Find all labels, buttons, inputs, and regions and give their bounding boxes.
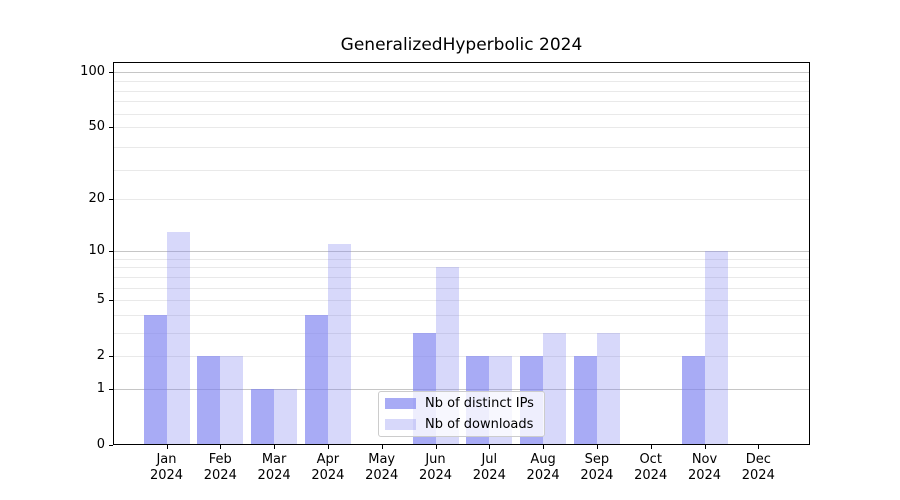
ytick-label-0: 0 — [96, 437, 105, 452]
ytick-mark-10 — [109, 251, 113, 253]
ytick-label-20: 20 — [88, 190, 105, 206]
ytick-label-2: 2 — [96, 348, 105, 364]
bar-nov-ips — [681, 356, 705, 445]
bars-layer — [113, 62, 810, 445]
bar-feb-downloads — [220, 356, 244, 445]
xtick-mark-may — [381, 445, 383, 449]
bar-mar-downloads — [274, 388, 298, 445]
legend-item-downloads: Nb of downloads — [385, 415, 544, 434]
xtick-mark-jul — [489, 445, 491, 449]
chart-title: GeneralizedHyperbolic 2024 — [340, 35, 583, 55]
ytick-label-100: 100 — [80, 63, 105, 79]
xtick-label-aug: Aug 2024 — [526, 452, 560, 483]
bar-feb-ips — [197, 356, 221, 445]
gridline-minor-7 — [113, 276, 810, 278]
ytick-label-1: 1 — [96, 380, 105, 396]
legend-swatch-distinct-ips — [385, 398, 416, 409]
xtick-mark-mar — [274, 445, 276, 449]
gridline-minor-59 — [113, 113, 810, 115]
xtick-mark-jun — [435, 445, 437, 449]
bar-mar-ips — [251, 388, 275, 445]
bar-apr-downloads — [327, 244, 351, 445]
ytick-mark-1 — [109, 388, 113, 390]
plot-area — [113, 62, 810, 445]
gridline-minor-39 — [113, 146, 810, 148]
gridline-minor-89 — [113, 81, 810, 83]
gridline-minor-29 — [113, 170, 810, 171]
xtick-mark-feb — [220, 445, 222, 449]
xtick-label-jun: Jun 2024 — [418, 452, 453, 483]
xtick-label-oct: Oct 2024 — [634, 452, 668, 483]
gridline-major-1 — [113, 388, 810, 390]
xtick-label-may: May 2024 — [365, 452, 399, 483]
legend-item-distinct-ips: Nb of distinct IPs — [385, 394, 544, 413]
legend-swatch-downloads — [385, 419, 416, 430]
xtick-mark-nov — [704, 445, 706, 449]
gridline-minor-4 — [113, 314, 810, 316]
bar-nov-downloads — [704, 251, 728, 445]
xtick-label-jul: Jul 2024 — [472, 452, 506, 483]
xtick-mark-oct — [650, 445, 652, 449]
gridline-minor-3 — [113, 332, 810, 334]
xtick-label-apr: Apr 2024 — [311, 452, 345, 483]
bar-jan-ips — [143, 314, 167, 445]
xtick-mark-sep — [596, 445, 598, 449]
xtick-label-sep: Sep 2024 — [580, 452, 614, 483]
xtick-mark-dec — [758, 445, 760, 449]
gridline-major-10 — [113, 251, 810, 253]
bar-sep-ips — [573, 356, 597, 445]
bar-aug-downloads — [543, 332, 567, 445]
xtick-mark-aug — [543, 445, 545, 449]
gridline-major-100 — [113, 71, 810, 73]
bar-apr-ips — [304, 314, 328, 445]
gridline-minor-20 — [113, 198, 810, 200]
gridline-minor-5 — [113, 300, 810, 302]
xtick-mark-apr — [327, 445, 329, 449]
legend: Nb of distinct IPs Nb of downloads — [378, 391, 545, 437]
ytick-mark-0 — [109, 445, 113, 446]
gridline-minor-50 — [113, 127, 810, 128]
gridline-minor-79 — [113, 90, 810, 92]
bar-sep-downloads — [596, 332, 620, 445]
bar-jan-downloads — [166, 231, 190, 445]
ytick-mark-50 — [109, 127, 113, 128]
xtick-label-dec: Dec 2024 — [741, 452, 775, 483]
legend-label-distinct-ips: Nb of distinct IPs — [425, 396, 534, 411]
ytick-mark-20 — [109, 198, 113, 200]
ytick-label-10: 10 — [88, 243, 105, 259]
xtick-label-nov: Nov 2024 — [687, 452, 722, 483]
ytick-mark-2 — [109, 356, 113, 358]
gridline-minor-69 — [113, 101, 810, 103]
gridline-minor-9 — [113, 258, 810, 260]
ytick-mark-5 — [109, 300, 113, 302]
xtick-mark-jan — [166, 445, 168, 449]
xtick-label-jan: Jan 2024 — [149, 452, 184, 483]
xtick-label-feb: Feb 2024 — [203, 452, 237, 483]
ytick-label-5: 5 — [96, 292, 105, 308]
gridline-minor-8 — [113, 267, 810, 269]
gridlines-layer — [113, 62, 810, 445]
xtick-label-mar: Mar 2024 — [257, 452, 291, 483]
ytick-mark-100 — [109, 71, 113, 73]
gridline-minor-6 — [113, 287, 810, 289]
ytick-label-50: 50 — [88, 119, 105, 134]
legend-label-downloads: Nb of downloads — [425, 417, 534, 432]
gridline-minor-2 — [113, 356, 810, 358]
